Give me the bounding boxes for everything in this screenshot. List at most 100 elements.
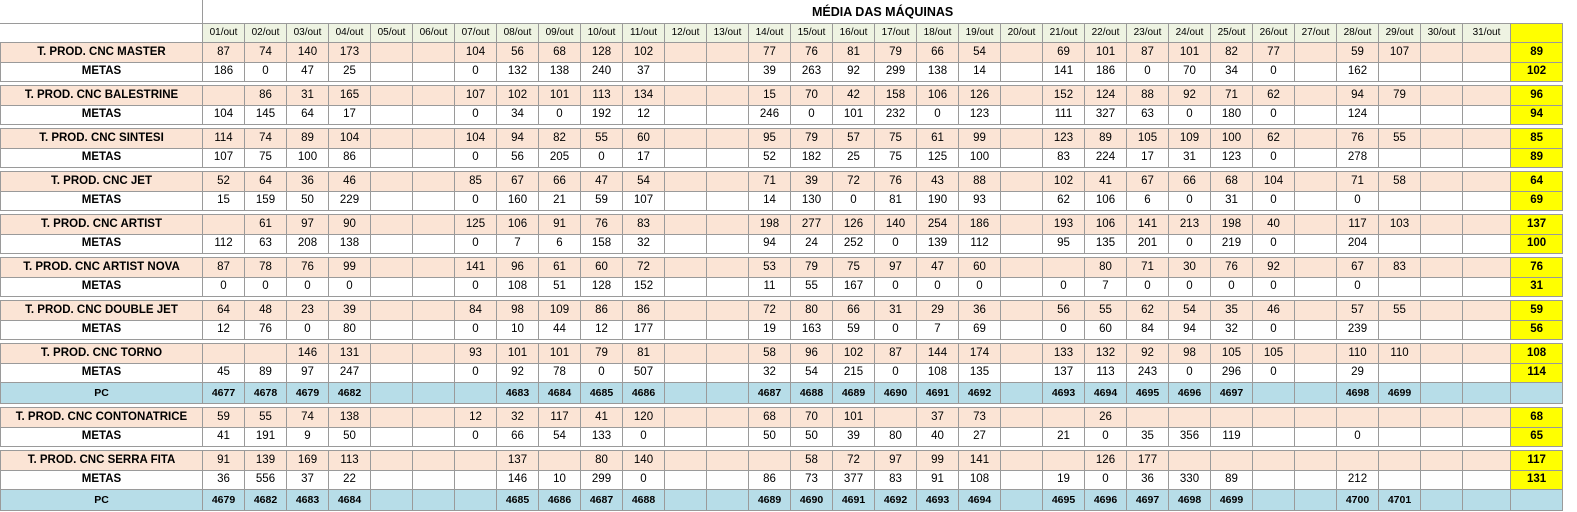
value-cell[interactable]: 15 xyxy=(202,191,245,211)
value-cell[interactable] xyxy=(1294,470,1337,490)
value-cell[interactable]: 104 xyxy=(202,105,245,125)
value-cell[interactable]: 59 xyxy=(1336,42,1379,63)
value-cell[interactable]: 92 xyxy=(832,62,875,82)
value-cell[interactable] xyxy=(1462,62,1511,82)
value-cell[interactable]: 0 xyxy=(454,148,497,168)
value-cell[interactable] xyxy=(1420,148,1463,168)
value-cell[interactable]: 177 xyxy=(622,320,665,340)
value-cell[interactable]: 92 xyxy=(1168,85,1211,106)
value-cell[interactable] xyxy=(1420,363,1463,383)
value-cell[interactable]: 56 xyxy=(1042,300,1085,321)
value-cell[interactable]: 82 xyxy=(1210,42,1253,63)
value-cell[interactable]: 17 xyxy=(622,148,665,168)
value-cell[interactable]: 30 xyxy=(1168,257,1211,278)
value-cell[interactable]: 42 xyxy=(832,85,875,106)
value-cell[interactable]: 32 xyxy=(1210,320,1253,340)
value-cell[interactable]: 4687 xyxy=(580,489,623,511)
value-cell[interactable] xyxy=(1252,450,1295,471)
value-cell[interactable]: 72 xyxy=(832,171,875,192)
value-cell[interactable] xyxy=(370,257,413,278)
value-cell[interactable]: 0 xyxy=(286,320,329,340)
value-cell[interactable] xyxy=(1420,343,1463,364)
value-cell[interactable]: 99 xyxy=(328,257,371,278)
value-cell[interactable] xyxy=(412,450,455,471)
average-cell[interactable]: 114 xyxy=(1509,363,1564,383)
value-cell[interactable]: 165 xyxy=(328,85,371,106)
value-cell[interactable] xyxy=(1000,171,1043,192)
value-cell[interactable] xyxy=(1000,85,1043,106)
value-cell[interactable] xyxy=(664,234,707,254)
value-cell[interactable]: 0 xyxy=(454,234,497,254)
value-cell[interactable]: 81 xyxy=(874,191,917,211)
value-cell[interactable] xyxy=(1000,300,1043,321)
value-cell[interactable]: 4686 xyxy=(622,382,665,404)
value-cell[interactable]: 299 xyxy=(874,62,917,82)
average-cell[interactable]: 89 xyxy=(1509,42,1564,63)
value-cell[interactable] xyxy=(706,363,749,383)
value-cell[interactable]: 52 xyxy=(202,171,245,192)
value-cell[interactable] xyxy=(1462,320,1511,340)
value-cell[interactable] xyxy=(1378,191,1421,211)
value-cell[interactable] xyxy=(1000,343,1043,364)
value-cell[interactable]: 0 xyxy=(202,277,245,297)
value-cell[interactable]: 205 xyxy=(538,148,581,168)
value-cell[interactable]: 55 xyxy=(1378,128,1421,149)
value-cell[interactable]: 0 xyxy=(1336,277,1379,297)
value-cell[interactable] xyxy=(706,191,749,211)
value-cell[interactable]: 19 xyxy=(748,320,791,340)
value-cell[interactable] xyxy=(1420,489,1463,511)
value-cell[interactable]: 219 xyxy=(1210,234,1253,254)
value-cell[interactable]: 0 xyxy=(1126,277,1169,297)
value-cell[interactable]: 4689 xyxy=(832,382,875,404)
value-cell[interactable] xyxy=(1420,470,1463,490)
value-cell[interactable]: 72 xyxy=(832,450,875,471)
row-label-cell[interactable]: T. PROD. CNC JET xyxy=(0,171,203,192)
value-cell[interactable]: 0 xyxy=(1042,320,1085,340)
day-header-cell[interactable]: 27/out xyxy=(1294,23,1337,43)
value-cell[interactable] xyxy=(1000,320,1043,340)
value-cell[interactable] xyxy=(664,470,707,490)
value-cell[interactable]: 83 xyxy=(622,214,665,235)
value-cell[interactable] xyxy=(370,148,413,168)
value-cell[interactable]: 82 xyxy=(538,128,581,149)
value-cell[interactable] xyxy=(370,382,413,404)
value-cell[interactable]: 4684 xyxy=(328,489,371,511)
value-cell[interactable]: 224 xyxy=(1084,148,1127,168)
day-header-cell[interactable]: 21/out xyxy=(1042,23,1085,43)
value-cell[interactable] xyxy=(412,407,455,428)
value-cell[interactable]: 72 xyxy=(622,257,665,278)
value-cell[interactable]: 12 xyxy=(580,320,623,340)
value-cell[interactable]: 71 xyxy=(1210,85,1253,106)
value-cell[interactable] xyxy=(1420,62,1463,82)
value-cell[interactable]: 0 xyxy=(328,277,371,297)
value-cell[interactable]: 119 xyxy=(1210,427,1253,447)
value-cell[interactable]: 37 xyxy=(286,470,329,490)
value-cell[interactable]: 77 xyxy=(1252,42,1295,63)
value-cell[interactable]: 70 xyxy=(790,85,833,106)
value-cell[interactable]: 4692 xyxy=(958,382,1001,404)
value-cell[interactable]: 31 xyxy=(286,85,329,106)
value-cell[interactable] xyxy=(1000,257,1043,278)
value-cell[interactable] xyxy=(1252,470,1295,490)
value-cell[interactable]: 92 xyxy=(496,363,539,383)
value-cell[interactable]: 51 xyxy=(538,277,581,297)
corner-cell[interactable] xyxy=(0,23,203,43)
value-cell[interactable]: 192 xyxy=(580,105,623,125)
value-cell[interactable]: 10 xyxy=(538,470,581,490)
value-cell[interactable]: 94 xyxy=(1168,320,1211,340)
value-cell[interactable] xyxy=(1378,450,1421,471)
value-cell[interactable]: 247 xyxy=(328,363,371,383)
value-cell[interactable] xyxy=(1252,427,1295,447)
value-cell[interactable] xyxy=(1000,363,1043,383)
average-cell[interactable]: 68 xyxy=(1509,407,1564,428)
value-cell[interactable]: 63 xyxy=(244,234,287,254)
value-cell[interactable]: 229 xyxy=(328,191,371,211)
value-cell[interactable]: 29 xyxy=(1336,363,1379,383)
value-cell[interactable] xyxy=(1462,470,1511,490)
value-cell[interactable] xyxy=(1294,62,1337,82)
value-cell[interactable]: 35 xyxy=(1210,300,1253,321)
value-cell[interactable] xyxy=(664,191,707,211)
value-cell[interactable]: 0 xyxy=(286,277,329,297)
value-cell[interactable] xyxy=(1462,234,1511,254)
value-cell[interactable]: 84 xyxy=(1126,320,1169,340)
